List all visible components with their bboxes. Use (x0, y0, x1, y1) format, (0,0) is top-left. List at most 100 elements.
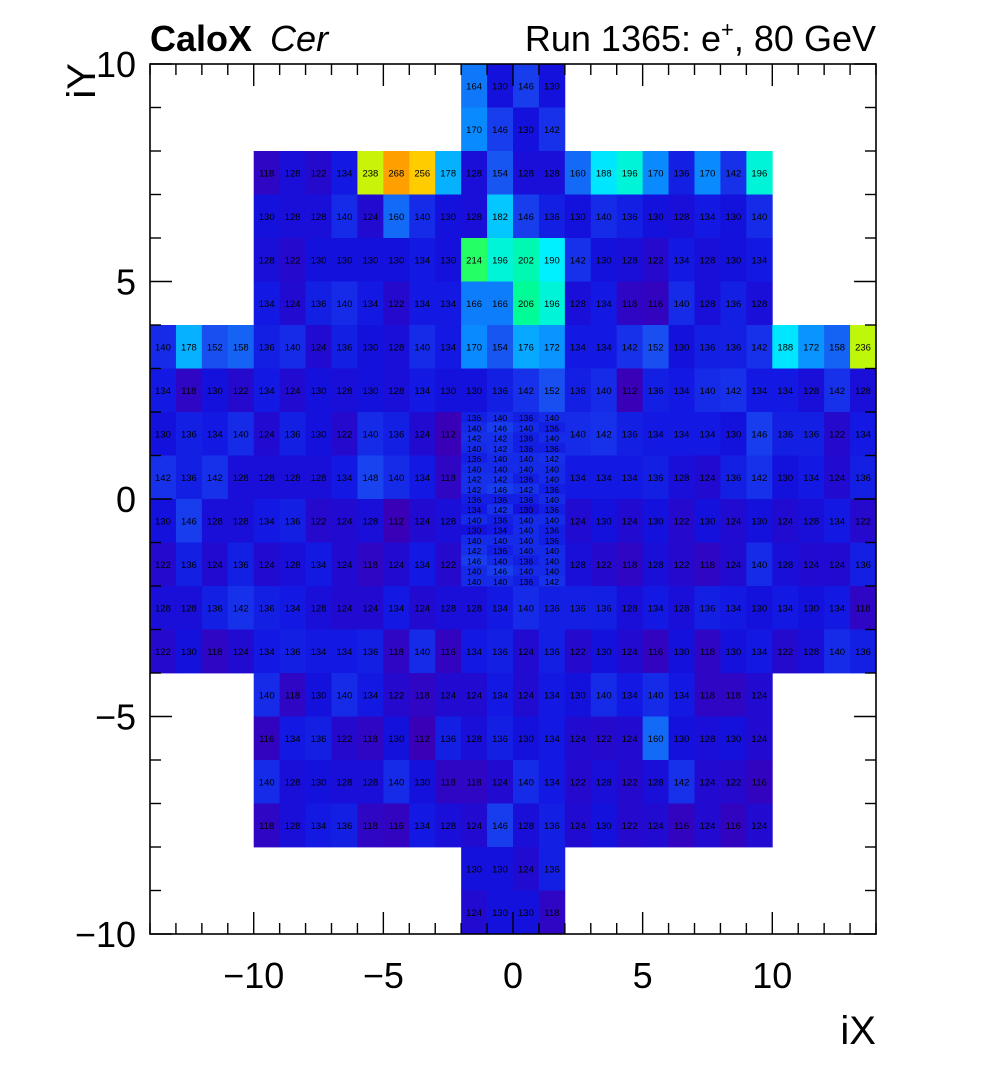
cell-label: 122 (388, 299, 404, 310)
cell-label: 196 (492, 255, 508, 266)
cell-label: 124 (414, 603, 430, 614)
cell-label: 128 (440, 603, 456, 614)
cell-label: 136 (311, 299, 327, 310)
cell-label: 130 (388, 255, 404, 266)
fine-cell (513, 504, 540, 515)
cell (694, 629, 721, 674)
cell (798, 455, 825, 500)
cell (720, 325, 747, 369)
cell-label: 118 (700, 647, 715, 658)
cell-label: 128 (674, 603, 690, 614)
fine-cell (538, 504, 566, 515)
cell-label: 130 (725, 647, 741, 658)
cell-label: 136 (207, 603, 223, 614)
cell (824, 629, 851, 674)
cell (409, 325, 436, 369)
cell-label: 124 (285, 299, 301, 310)
cell-label: 134 (414, 299, 430, 310)
cell-label: 134 (362, 690, 378, 701)
cell-label: 136 (362, 647, 378, 658)
cell-label: 130 (596, 255, 612, 266)
cell-label: 124 (466, 821, 482, 832)
cell (720, 499, 747, 543)
cell-label: 130 (311, 386, 327, 397)
y-tick-label: 10 (96, 44, 136, 85)
cell (694, 455, 721, 500)
cell-label: 128 (803, 516, 819, 527)
cell (175, 455, 203, 500)
cell (564, 238, 592, 282)
fine-cell-label: 136 (545, 505, 559, 515)
cell (720, 368, 747, 413)
cell (772, 412, 799, 456)
fine-cell (487, 493, 514, 505)
cell-label: 140 (362, 429, 378, 440)
cell (331, 151, 358, 195)
cell-label: 140 (700, 386, 716, 397)
cell (590, 368, 618, 413)
cell (383, 412, 410, 456)
cell (331, 325, 358, 369)
cell-label: 128 (648, 777, 664, 788)
cell-label: 134 (674, 255, 690, 266)
cell (668, 673, 695, 717)
cell-label: 130 (803, 603, 819, 614)
cell-label: 128 (259, 255, 275, 266)
cell-label: 118 (622, 299, 637, 310)
cell-label: 136 (544, 603, 560, 614)
cell-label: 124 (725, 516, 741, 527)
cell (513, 64, 540, 108)
cell (150, 455, 177, 500)
cell (435, 281, 462, 326)
cell (435, 803, 462, 848)
x-tick-label: −10 (223, 955, 284, 996)
cell (409, 760, 436, 804)
cell (694, 586, 721, 630)
cell-label: 134 (414, 560, 430, 571)
cell (357, 673, 384, 717)
fine-cell (461, 545, 488, 556)
cell (694, 281, 721, 326)
cell (513, 281, 540, 326)
fine-cell (513, 534, 540, 546)
cell-label: 130 (570, 690, 586, 701)
cell (798, 499, 825, 543)
cell (668, 803, 695, 848)
cell (668, 455, 695, 500)
cell-label: 136 (855, 647, 871, 658)
cell (564, 629, 592, 674)
cell-label: 134 (570, 342, 586, 353)
cell-label: 118 (389, 647, 404, 658)
cell-label: 136 (233, 560, 249, 571)
cell-label: 128 (466, 603, 482, 614)
cell-label: 128 (596, 777, 612, 788)
cell-label: 130 (362, 255, 378, 266)
fine-cell (461, 442, 488, 454)
cell-label: 164 (466, 81, 482, 92)
cell (331, 760, 358, 804)
cell-label: 170 (700, 168, 716, 179)
cell (383, 542, 410, 587)
cell-label: 136 (285, 647, 301, 658)
fine-cell-label: 136 (519, 413, 533, 423)
cell-label: 122 (337, 734, 353, 745)
cell-label: 118 (441, 473, 456, 484)
cell-label: 136 (700, 603, 716, 614)
cell (357, 716, 384, 761)
cell (850, 499, 877, 543)
y-tick-label: −5 (95, 697, 136, 738)
cell (409, 194, 436, 239)
cell-label: 136 (725, 299, 741, 310)
cell-label: 128 (233, 516, 249, 527)
cell-label: 136 (622, 212, 638, 223)
cell-label: 238 (362, 168, 378, 179)
cell (227, 586, 255, 630)
cell (513, 368, 540, 413)
y-tick-label: −10 (75, 914, 136, 955)
cell (850, 542, 877, 587)
cell-label: 140 (414, 212, 430, 223)
cell-label: 140 (414, 342, 430, 353)
y-axis-label: iY (60, 63, 104, 99)
cell-label: 124 (700, 473, 716, 484)
